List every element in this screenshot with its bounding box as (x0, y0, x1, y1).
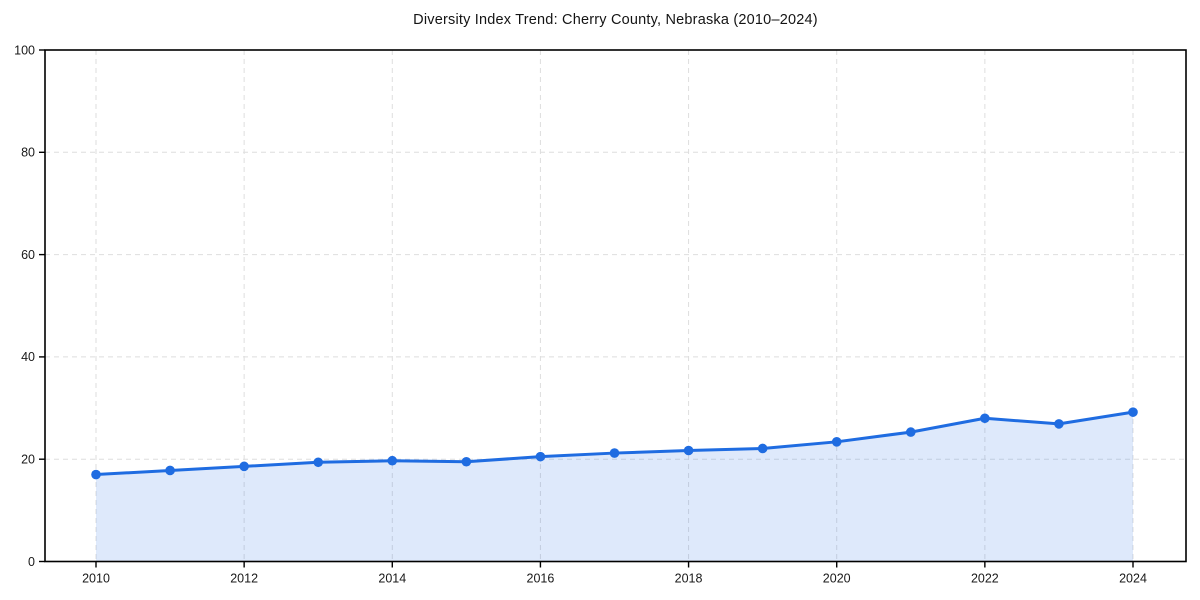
data-point (165, 465, 175, 476)
x-tick-label: 2020 (823, 572, 851, 586)
y-tick-label: 40 (21, 350, 35, 364)
x-tick-label: 2024 (1119, 572, 1147, 586)
data-point (313, 457, 324, 468)
data-point (831, 437, 842, 447)
data-point (461, 456, 472, 467)
data-point (535, 451, 546, 462)
x-tick-label: 2010 (82, 572, 110, 586)
y-tick-label: 0 (28, 555, 35, 569)
x-tick-label: 2018 (675, 572, 703, 586)
y-tick-label: 60 (21, 248, 35, 262)
data-point (905, 427, 916, 437)
y-tick-label: 20 (21, 453, 35, 467)
data-point (683, 445, 694, 456)
data-point (1054, 419, 1064, 429)
data-point (757, 443, 768, 454)
x-tick-label: 2016 (527, 572, 555, 586)
area-fill (96, 412, 1133, 562)
x-tick-label: 2022 (971, 572, 999, 586)
data-point (91, 469, 101, 480)
data-point (609, 448, 620, 458)
y-tick-label: 80 (21, 146, 35, 160)
chart-title: Diversity Index Trend: Cherry County, Ne… (413, 12, 818, 28)
y-tick-label: 100 (14, 43, 35, 57)
plot-border (44, 49, 1187, 563)
data-point (387, 455, 398, 466)
x-tick-label: 2014 (378, 572, 406, 586)
data-point (1128, 407, 1138, 417)
x-tick-label: 2012 (230, 572, 258, 586)
data-point (980, 413, 990, 424)
data-point (239, 461, 249, 472)
